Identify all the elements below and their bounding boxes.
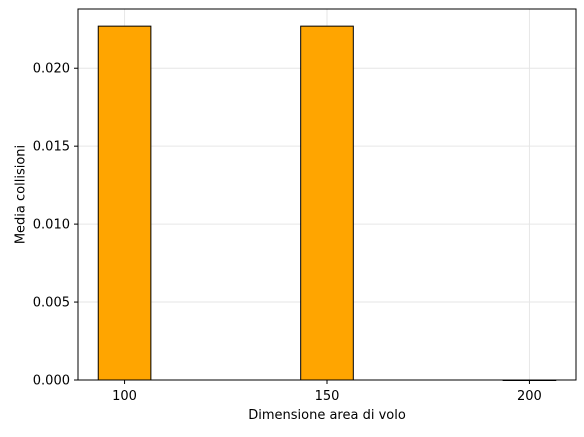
bar-150 (300, 25, 354, 381)
y-tick-label: 0.000 (33, 374, 70, 389)
y-tick-label: 0.015 (33, 140, 70, 155)
x-tick-label: 150 (315, 389, 340, 404)
x-axis-ticks: 100 150 200 (112, 380, 542, 404)
y-tick-label: 0.020 (33, 62, 70, 77)
x-tick-label: 100 (112, 389, 137, 404)
y-axis-title: Media collisioni (14, 145, 29, 244)
y-tick-label: 0.005 (33, 296, 70, 311)
x-tick-label: 200 (517, 389, 542, 404)
y-tick-label: 0.010 (33, 218, 70, 233)
bar-100 (97, 25, 152, 381)
x-axis-title: Dimensione area di volo (248, 408, 406, 423)
y-axis-ticks: 0.000 0.005 0.010 0.015 0.020 (33, 62, 78, 389)
bars (97, 25, 557, 381)
